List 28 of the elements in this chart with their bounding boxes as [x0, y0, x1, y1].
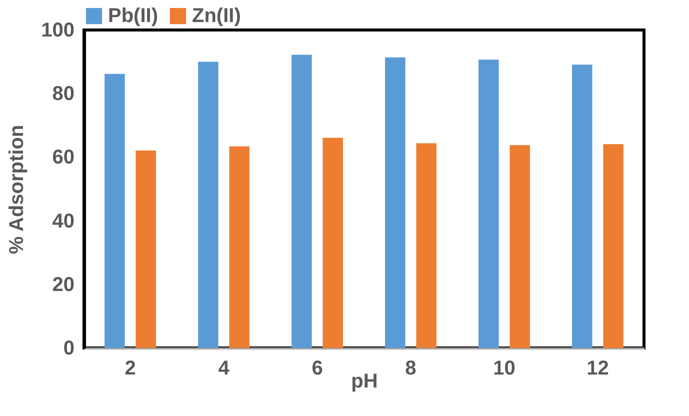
bar [510, 145, 530, 348]
y-tick-label: 0 [63, 338, 74, 360]
y-axis-title: % Adsorption [6, 124, 28, 254]
bar [136, 150, 156, 348]
bar [198, 62, 218, 348]
x-tick-label: 8 [405, 358, 416, 380]
bar [229, 146, 250, 348]
y-tick-label: 100 [41, 20, 74, 42]
bar [292, 54, 312, 348]
x-tick-label: 2 [124, 358, 136, 380]
bar [603, 144, 624, 348]
bar [478, 60, 499, 348]
bar [416, 143, 436, 348]
x-tick-label: 4 [218, 358, 230, 380]
bar [322, 138, 343, 348]
x-tick-label: 10 [493, 358, 516, 380]
x-axis-title: pH [351, 370, 378, 392]
bar [104, 74, 125, 348]
x-tick-label: 12 [586, 358, 609, 380]
y-tick-label: 40 [52, 210, 74, 232]
x-tick-label: 6 [312, 358, 323, 380]
bar [385, 57, 406, 348]
legend-label: Pb(II) [108, 5, 158, 27]
y-tick-label: 20 [52, 274, 74, 296]
bar [572, 64, 592, 348]
y-tick-label: 60 [52, 146, 74, 169]
y-tick-label: 80 [52, 83, 74, 106]
legend-label: Zn(II) [192, 5, 241, 27]
